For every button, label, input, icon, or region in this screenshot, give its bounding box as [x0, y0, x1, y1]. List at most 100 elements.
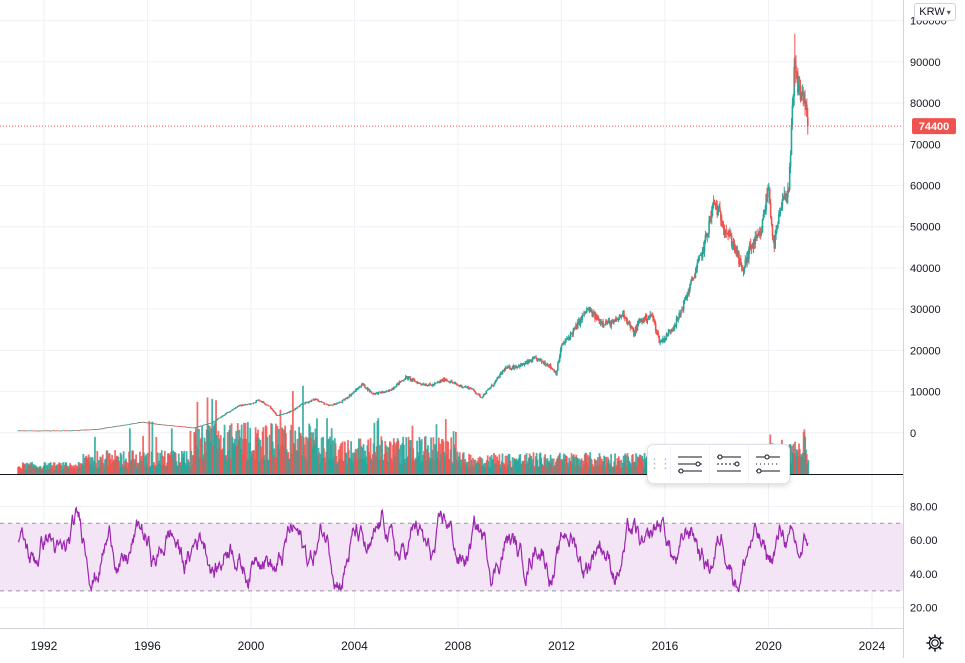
candle-body	[760, 231, 763, 234]
candle-body	[140, 422, 143, 423]
volume-bar	[340, 443, 342, 474]
lines-circles-button[interactable]	[709, 446, 748, 482]
candle-body	[734, 248, 737, 253]
candle-body	[312, 399, 315, 401]
candle-body	[252, 402, 255, 404]
candle-body	[384, 391, 387, 392]
candle-body	[633, 329, 635, 337]
candle-body	[366, 387, 369, 391]
horizontal-lines-button[interactable]	[670, 446, 709, 482]
lines-circles-icon	[717, 454, 741, 472]
candle-body	[749, 243, 752, 250]
candle-body	[26, 430, 28, 432]
candle-body	[285, 413, 287, 415]
candle-body	[173, 425, 176, 427]
candle-body	[643, 317, 646, 321]
candle-body	[687, 292, 690, 295]
gear-icon	[926, 634, 944, 652]
candle-body	[408, 376, 411, 378]
candle-body	[258, 399, 260, 401]
candle-body	[517, 366, 519, 368]
candle-body	[713, 201, 716, 203]
candle-body	[723, 229, 726, 233]
volume-bar	[240, 424, 243, 474]
volume-bar	[450, 437, 453, 474]
candle-body	[786, 196, 788, 200]
candle-body	[160, 424, 162, 426]
volume-bar	[498, 454, 501, 474]
settings-gear-button[interactable]	[925, 633, 945, 653]
volume-bar	[447, 442, 450, 474]
candle-body	[733, 242, 736, 249]
candle-body	[653, 319, 656, 324]
candle-body	[49, 430, 51, 432]
candle-body	[583, 311, 585, 316]
drawing-toolbar[interactable]: ⋮⋮	[647, 444, 790, 484]
candle-body	[372, 393, 374, 395]
drag-handle-icon[interactable]: ⋮⋮	[648, 456, 672, 471]
candle-body	[238, 405, 240, 407]
candle-body	[770, 217, 773, 225]
candle-body	[170, 425, 172, 426]
candle-body	[318, 401, 321, 402]
candle-body	[466, 386, 469, 388]
candle-body	[60, 430, 63, 432]
candle-body	[308, 401, 310, 403]
lines-dots-button[interactable]	[748, 446, 787, 482]
candle-body	[677, 317, 680, 321]
candle-body	[662, 338, 664, 342]
candle-body	[197, 426, 200, 428]
candle-body	[68, 430, 71, 432]
volume-bar	[552, 458, 555, 474]
candle-body	[642, 318, 644, 322]
candle-body	[653, 318, 655, 320]
candle-body	[500, 372, 503, 374]
candle-body	[106, 427, 108, 429]
candle-body	[526, 360, 528, 363]
volume-bar	[532, 452, 535, 474]
candle-body	[482, 394, 485, 397]
candle-body	[298, 406, 300, 408]
candle-body	[73, 430, 76, 431]
candle-body	[413, 378, 415, 381]
candle-body	[51, 430, 54, 432]
candle-body	[609, 321, 612, 327]
candle-body	[152, 423, 154, 424]
volume-bar	[249, 427, 252, 474]
candle-body	[357, 387, 360, 390]
candle-body	[730, 233, 732, 236]
volume-bar	[573, 456, 576, 474]
volume-bar	[789, 443, 792, 474]
candle-body	[544, 362, 546, 366]
candle-body	[53, 430, 56, 432]
price-tick-label: 70000	[910, 139, 941, 151]
candle-body	[601, 321, 604, 325]
candle-body	[424, 384, 427, 386]
candle-body	[184, 426, 187, 428]
candle-body	[159, 424, 162, 425]
candle-body	[385, 390, 388, 392]
candle-body	[126, 424, 129, 426]
candle-body	[373, 393, 375, 395]
candle-body	[326, 403, 328, 405]
price-tick-label: 90000	[910, 57, 941, 69]
candle-body	[344, 399, 346, 401]
candle-body	[403, 379, 406, 381]
candle-body	[479, 394, 481, 397]
candle-body	[287, 412, 289, 413]
candle-body	[781, 199, 784, 207]
candle-body	[172, 425, 174, 427]
candle-body	[332, 404, 335, 406]
candle-body	[404, 376, 407, 380]
candle-body	[291, 410, 294, 412]
candle-body	[654, 323, 657, 331]
candle-body	[30, 430, 33, 432]
candle-body	[383, 392, 385, 394]
candle-body	[154, 423, 157, 425]
candle-body	[75, 430, 77, 431]
candle-body	[85, 429, 87, 431]
currency-selector[interactable]: KRW ▾	[914, 3, 956, 21]
price-tick-label: 20000	[910, 345, 941, 357]
